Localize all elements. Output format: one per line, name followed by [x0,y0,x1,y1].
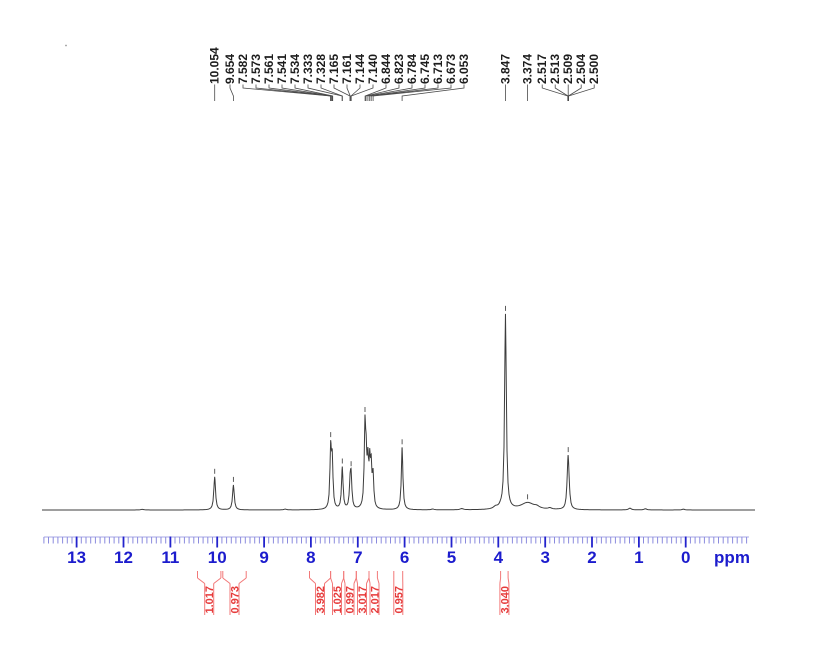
integral-value: 2.017 [370,586,382,614]
peak-label-connector [255,84,332,101]
peak-label: 7.140 [366,54,380,84]
peak-label-list: 10.054 9.654 7.582 7.573 7.561 7.541 7.534 7.33… [208,47,602,84]
peak-label: 7.165 [327,54,341,84]
integral-value: 0.997 [345,586,357,614]
peak-label: 7.582 [236,54,250,84]
integral-bracket-line [238,577,247,584]
peak-label: 2.513 [548,54,562,84]
integral-bracket-line [368,577,371,584]
peak-label: 6.673 [444,54,458,84]
axis-tick-label: 2 [587,548,596,567]
peak-label: 7.541 [275,54,289,84]
peak-label-connector [346,84,351,101]
integral-value: 0.957 [393,586,405,614]
integral-bracket-line [197,577,206,584]
peak-label: 7.333 [301,54,315,84]
peak-label: 2.517 [535,54,549,84]
peak-label: 7.328 [314,54,328,84]
peak-label-connector [370,84,439,101]
axis-tick-label: 6 [400,548,409,567]
peak-label: 10.054 [208,47,222,84]
peak-label: 2.504 [574,54,588,84]
peak-label-connector [350,84,374,101]
axis-tick-label: 4 [494,548,504,567]
integral-bracket-line [507,577,510,584]
peak-label: 7.561 [262,54,276,84]
peak-label-connector [229,84,234,101]
peak-label-connector [401,84,465,101]
axis-tick-label: 1 [634,548,643,567]
axis-unit-label: ppm [714,548,750,567]
integral-value: 0.973 [230,586,242,614]
stray-mark [65,44,67,47]
peak-label-connector [367,84,413,101]
peak-label: 3.374 [521,54,535,84]
peak-label: 6.784 [405,54,419,84]
axis-tick-label: 0 [681,548,690,567]
peak-label-connector [372,84,452,101]
axis-tick-label: 8 [306,548,315,567]
integral-bracket-line [330,577,333,584]
peak-label-connectors [214,84,595,101]
axis-tick-label: 10 [208,548,227,567]
peak-label: 7.161 [340,54,354,84]
integral-bracket-line [366,577,370,584]
peak-label-connector [365,84,400,101]
peak-label: 6.053 [457,54,471,84]
peak-label: 6.844 [379,54,393,84]
peak-label: 2.500 [587,54,601,84]
axis-tick-label: 11 [161,548,179,567]
integral-region-labels: 1.017 0.973 3.982 1.025 0.997 3.017 2.017 0.957… [197,571,511,615]
peak-label: 6.823 [392,54,406,84]
integral-value: 1.017 [204,586,216,614]
peak-label-connector [268,84,332,101]
integral-bracket-line [213,577,222,584]
integral-bracket-line [343,577,346,584]
spectrum-trace [42,313,755,511]
peak-label: 6.713 [431,54,445,84]
peak-label: 9.654 [223,54,237,84]
integral-bracket-line [222,577,231,584]
integral-bracket-line [309,577,316,584]
integral-bracket-line [355,577,358,584]
peak-label: 6.745 [418,54,432,84]
axis-tick-label: 5 [447,548,456,567]
peak-label: 7.573 [249,54,263,84]
axis-tick-label: 9 [259,548,268,567]
axis-tick-label: 13 [67,548,86,567]
integral-value: 3.017 [357,586,369,614]
integral-value: 3.040 [499,586,511,614]
peak-label-connector [320,84,343,101]
integral-bracket-line [341,577,345,584]
peak-label-connector [364,84,387,101]
peak-label-connector [294,84,334,101]
peak-label-connector [568,84,595,101]
ppm-axis: 13 12 11 10 9 8 7 6 5 4 3 2 1 0 [43,536,749,567]
peak-label-connector [369,84,426,101]
integral-value: 1.025 [332,586,344,614]
integral-bracket-line [499,577,502,584]
spectrum-trace-path [42,313,755,511]
axis-tick-label: 3 [540,548,549,567]
integral-bracket-line [353,577,357,584]
picked-peak-markers [214,305,569,500]
peak-label: 7.534 [288,54,302,84]
peak-label: 2.509 [561,54,575,84]
axis-tick-label: 12 [114,548,133,567]
peak-label: 7.144 [353,54,367,84]
integral-bracket-line [376,577,380,584]
integral-value: 3.982 [315,586,327,614]
peak-label-connector [350,84,361,101]
axis-tick-label: 7 [353,548,362,567]
peak-label: 3.847 [499,54,513,84]
integral-bracket-line [324,577,331,584]
